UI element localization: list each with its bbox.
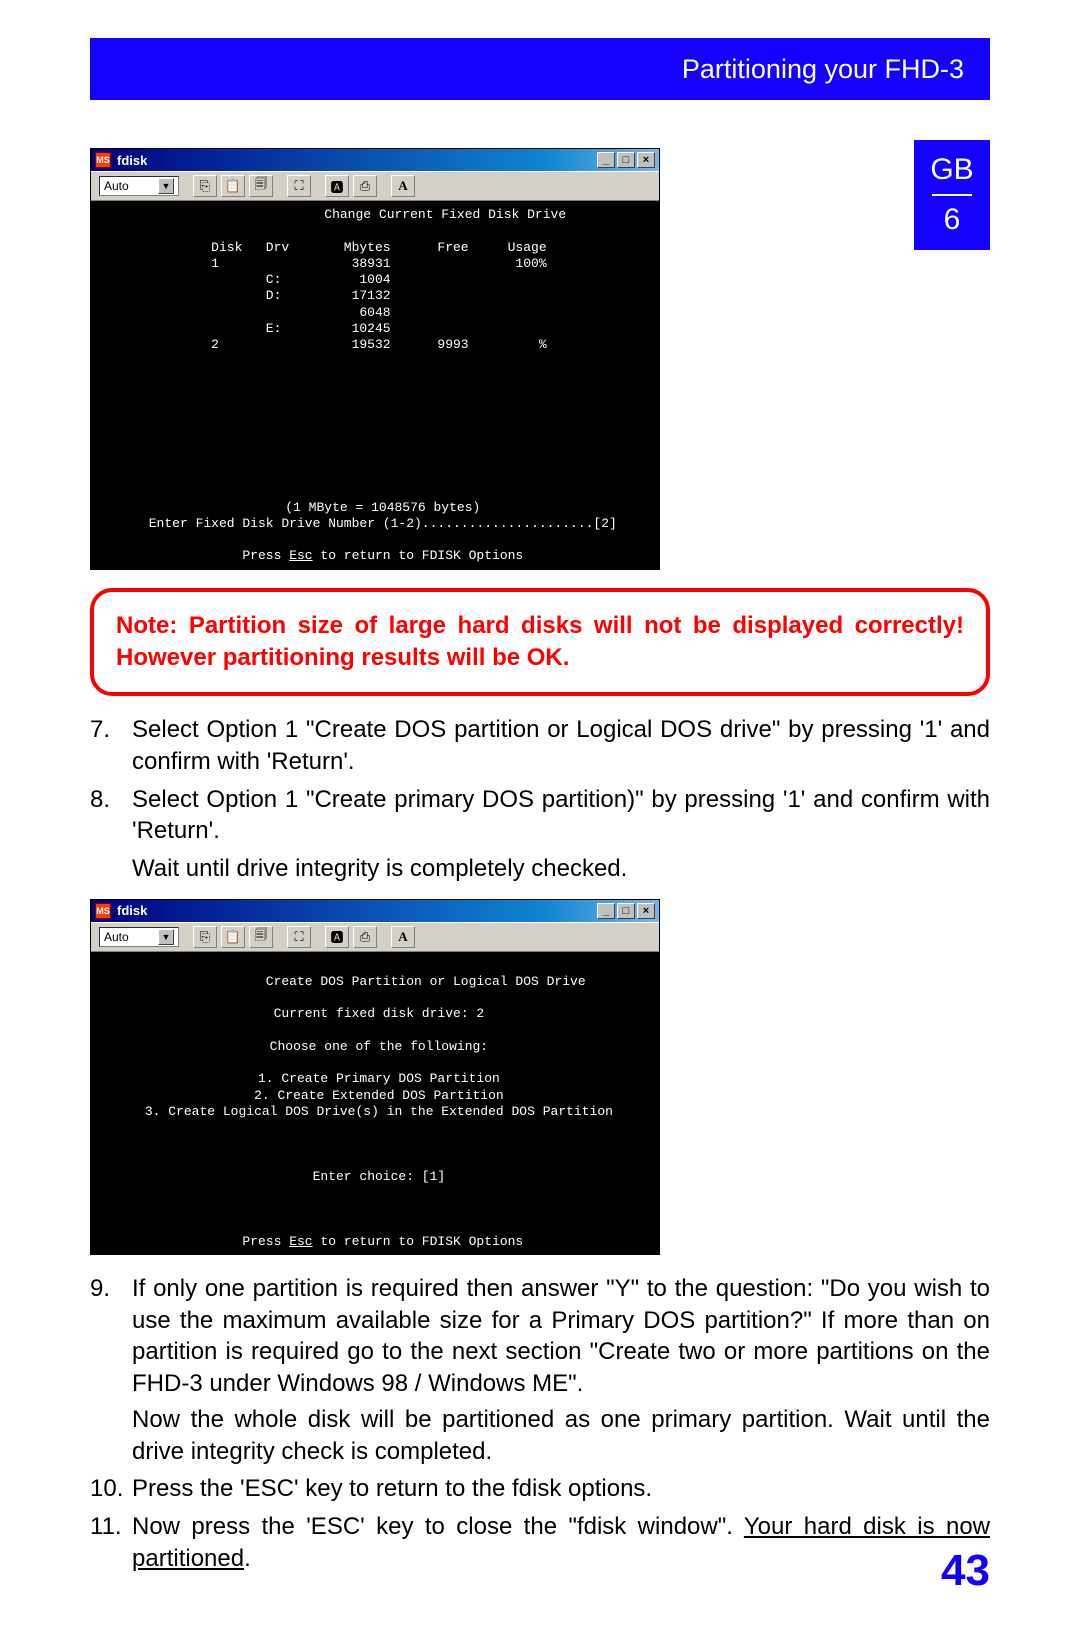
step-text: Select Option 1 "Create primary DOS part… bbox=[132, 784, 990, 847]
step-number: 10. bbox=[90, 1473, 132, 1505]
toolbar: Auto ▼ ⎘ 📋 🗐 ⛶ 🅰 ⎙ A bbox=[91, 922, 659, 952]
toolbar-btn-2[interactable]: 📋 bbox=[221, 175, 245, 197]
side-tab-divider bbox=[932, 194, 972, 196]
side-tab-chapter: 6 bbox=[914, 202, 990, 238]
mode-combo[interactable]: Auto ▼ bbox=[99, 176, 179, 196]
minimize-button[interactable]: _ bbox=[597, 903, 615, 919]
chevron-down-icon: ▼ bbox=[158, 929, 174, 945]
app-icon: MS bbox=[95, 152, 111, 168]
steps-list-b: 9.If only one partition is required then… bbox=[90, 1273, 990, 1574]
toolbar-btn-3[interactable]: 🗐 bbox=[249, 175, 273, 197]
toolbar-btn-4[interactable]: ⛶ bbox=[287, 926, 311, 948]
minimize-button[interactable]: _ bbox=[597, 152, 615, 168]
toolbar-btn-1[interactable]: ⎘ bbox=[193, 175, 217, 197]
list-item: 8.Select Option 1 "Create primary DOS pa… bbox=[90, 784, 990, 847]
list-item: 10.Press the 'ESC' key to return to the … bbox=[90, 1473, 990, 1505]
toolbar-btn-font[interactable]: A bbox=[391, 175, 415, 197]
page-number: 43 bbox=[941, 1546, 990, 1596]
toolbar-btn-5[interactable]: 🅰 bbox=[325, 926, 349, 948]
side-tab-lang: GB bbox=[914, 152, 990, 188]
mode-combo[interactable]: Auto ▼ bbox=[99, 927, 179, 947]
warning-note: Note: Partition size of large hard disks… bbox=[90, 588, 990, 697]
toolbar: Auto ▼ ⎘ 📋 🗐 ⛶ 🅰 ⎙ A bbox=[91, 171, 659, 201]
fdisk-screenshot-1: MS fdisk _ □ × Auto ▼ ⎘ 📋 🗐 bbox=[90, 148, 660, 570]
close-button[interactable]: × bbox=[637, 903, 655, 919]
toolbar-btn-2[interactable]: 📋 bbox=[221, 926, 245, 948]
combo-label: Auto bbox=[104, 179, 129, 193]
list-item: 7.Select Option 1 "Create DOS partition … bbox=[90, 714, 990, 777]
toolbar-btn-6[interactable]: ⎙ bbox=[353, 175, 377, 197]
step-number: 9. bbox=[90, 1273, 132, 1467]
header-band: Partitioning your FHD-3 bbox=[90, 38, 990, 100]
step-number: 11. bbox=[90, 1511, 132, 1574]
step-text: If only one partition is required then a… bbox=[132, 1273, 990, 1467]
toolbar-btn-3[interactable]: 🗐 bbox=[249, 926, 273, 948]
terminal-output-1: Change Current Fixed Disk Drive Disk Drv… bbox=[91, 201, 659, 569]
window-title: fdisk bbox=[117, 903, 147, 918]
window-titlebar: MS fdisk _ □ × bbox=[91, 149, 659, 171]
step-text: Press the 'ESC' key to return to the fdi… bbox=[132, 1473, 990, 1505]
window-title: fdisk bbox=[117, 153, 147, 168]
window-titlebar: MS fdisk _ □ × bbox=[91, 900, 659, 922]
step-number: 8. bbox=[90, 784, 132, 847]
toolbar-btn-6[interactable]: ⎙ bbox=[353, 926, 377, 948]
steps-list-a: 7.Select Option 1 "Create DOS partition … bbox=[90, 714, 990, 847]
step-extra: Now the whole disk will be partitioned a… bbox=[132, 1404, 990, 1467]
close-button[interactable]: × bbox=[637, 152, 655, 168]
toolbar-btn-5[interactable]: 🅰 bbox=[325, 175, 349, 197]
chevron-down-icon: ▼ bbox=[158, 178, 174, 194]
maximize-button[interactable]: □ bbox=[617, 152, 635, 168]
fdisk-screenshot-2: MS fdisk _ □ × Auto ▼ ⎘ 📋 🗐 bbox=[90, 899, 660, 1256]
maximize-button[interactable]: □ bbox=[617, 903, 635, 919]
side-tab: GB 6 bbox=[914, 140, 990, 250]
step-text: Select Option 1 "Create DOS partition or… bbox=[132, 714, 990, 777]
wait-line: Wait until drive integrity is completely… bbox=[132, 853, 990, 885]
app-icon: MS bbox=[95, 903, 111, 919]
combo-label: Auto bbox=[104, 930, 129, 944]
toolbar-btn-4[interactable]: ⛶ bbox=[287, 175, 311, 197]
toolbar-btn-1[interactable]: ⎘ bbox=[193, 926, 217, 948]
list-item: 9.If only one partition is required then… bbox=[90, 1273, 990, 1467]
terminal-output-2: Create DOS Partition or Logical DOS Driv… bbox=[91, 952, 659, 1255]
page-title: Partitioning your FHD-3 bbox=[682, 54, 964, 85]
warning-text: Note: Partition size of large hard disks… bbox=[116, 610, 964, 675]
toolbar-btn-font[interactable]: A bbox=[391, 926, 415, 948]
step-number: 7. bbox=[90, 714, 132, 777]
list-item: 11.Now press the 'ESC' key to close the … bbox=[90, 1511, 990, 1574]
step-text: Now press the 'ESC' key to close the "fd… bbox=[132, 1511, 990, 1574]
